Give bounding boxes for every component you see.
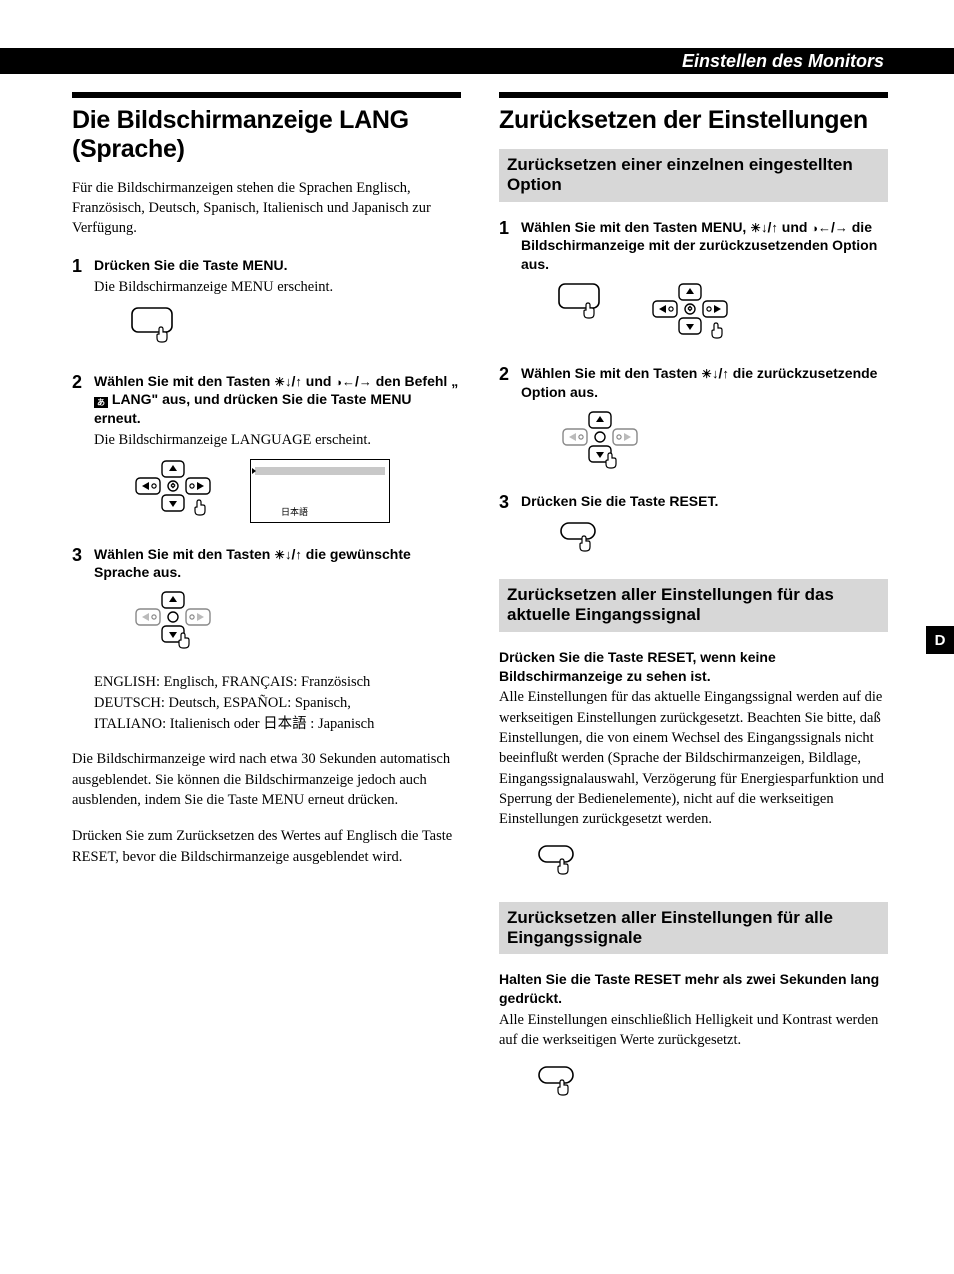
right-steps: 1 Wählen Sie mit den Tasten MENU, ↓/↑ un…: [499, 218, 888, 565]
contrast-icon: [811, 220, 818, 235]
left-column: Die Bildschirmanzeige LANG (Sprache) Für…: [72, 92, 461, 1109]
step-title: Drücken Sie die Taste MENU.: [94, 256, 461, 275]
step-text: Die Bildschirmanzeige MENU erscheint.: [94, 277, 461, 297]
step-text: Die Bildschirmanzeige LANGUAGE erscheint…: [94, 430, 461, 450]
menu-button-icon: [557, 282, 619, 326]
section-rule: [499, 92, 888, 98]
step-title: Wählen Sie mit den Tasten MENU, ↓/↑ und …: [521, 218, 888, 275]
dpad-all-icon: [130, 459, 222, 519]
left-para-2: Drücken Sie zum Zurücksetzen des Wertes …: [72, 826, 461, 867]
page-body: Die Bildschirmanzeige LANG (Sprache) Für…: [0, 74, 954, 1149]
right-title: Zurücksetzen der Einstellungen: [499, 106, 888, 135]
contrast-icon: [335, 374, 342, 389]
dpad-updown-icon: [557, 410, 649, 470]
brightness-icon: [274, 374, 285, 389]
reset-button-icon: [557, 519, 609, 557]
left-step-3: 3 Wählen Sie mit den Tasten ↓/↑ die gewü…: [72, 545, 461, 659]
step-number: 2: [72, 372, 94, 531]
left-para-1: Die Bildschirmanzeige wird nach etwa 30 …: [72, 749, 461, 810]
step-number: 2: [499, 364, 521, 478]
section-rule: [72, 92, 461, 98]
sub3-bold: Halten Sie die Taste RESET mehr als zwei…: [499, 970, 888, 1008]
reset-button-icon: [535, 1063, 587, 1101]
brightness-icon: [701, 366, 712, 381]
left-step-1: 1 Drücken Sie die Taste MENU. Die Bildsc…: [72, 256, 461, 357]
right-step-1: 1 Wählen Sie mit den Tasten MENU, ↓/↑ un…: [499, 218, 888, 351]
dpad-updown-icon: [130, 590, 222, 650]
lang-icon: あ: [94, 397, 108, 408]
right-column: Zurücksetzen der Einstellungen Zurückset…: [499, 92, 888, 1109]
step-number: 1: [72, 256, 94, 357]
language-menu-preview: 日本語: [250, 459, 390, 523]
subsection-3-bar: Zurücksetzen aller Einstellungen für all…: [499, 902, 888, 955]
right-step-3: 3 Drücken Sie die Taste RESET.: [499, 492, 888, 565]
brightness-icon: [750, 220, 761, 235]
subsection-2-bar: Zurücksetzen aller Einstellungen für das…: [499, 579, 888, 632]
language-legend: ENGLISH: Englisch, FRANÇAIS: Französisch…: [94, 672, 461, 735]
step-title: Wählen Sie mit den Tasten ↓/↑ und ←/→ de…: [94, 372, 461, 429]
sub2-text: Alle Einstellungen für das aktuelle Eing…: [499, 687, 888, 829]
left-intro: Für die Bildschirmanzeigen stehen die Sp…: [72, 178, 461, 239]
menu-button-icon: [130, 306, 192, 350]
dpad-all-icon: [647, 282, 739, 342]
step-title: Drücken Sie die Taste RESET.: [521, 492, 888, 511]
left-title: Die Bildschirmanzeige LANG (Sprache): [72, 106, 461, 164]
page-header-title: Einstellen des Monitors: [682, 51, 884, 72]
reset-button-icon: [535, 842, 587, 880]
sub3-text: Alle Einstellungen einschließlich Hellig…: [499, 1010, 888, 1051]
brightness-icon: [274, 547, 285, 562]
step-number: 3: [499, 492, 521, 565]
subsection-1-bar: Zurücksetzen einer einzelnen eingestellt…: [499, 149, 888, 202]
page-header-bar: Einstellen des Monitors: [0, 48, 954, 74]
left-step-2: 2 Wählen Sie mit den Tasten ↓/↑ und ←/→ …: [72, 372, 461, 531]
step-title: Wählen Sie mit den Tasten ↓/↑ die zurück…: [521, 364, 888, 402]
step-number: 3: [72, 545, 94, 659]
step-title: Wählen Sie mit den Tasten ↓/↑ die gewüns…: [94, 545, 461, 583]
left-steps: 1 Drücken Sie die Taste MENU. Die Bildsc…: [72, 256, 461, 658]
right-step-2: 2 Wählen Sie mit den Tasten ↓/↑ die zurü…: [499, 364, 888, 478]
sub2-bold: Drücken Sie die Taste RESET, wenn keine …: [499, 648, 888, 686]
step-number: 1: [499, 218, 521, 351]
